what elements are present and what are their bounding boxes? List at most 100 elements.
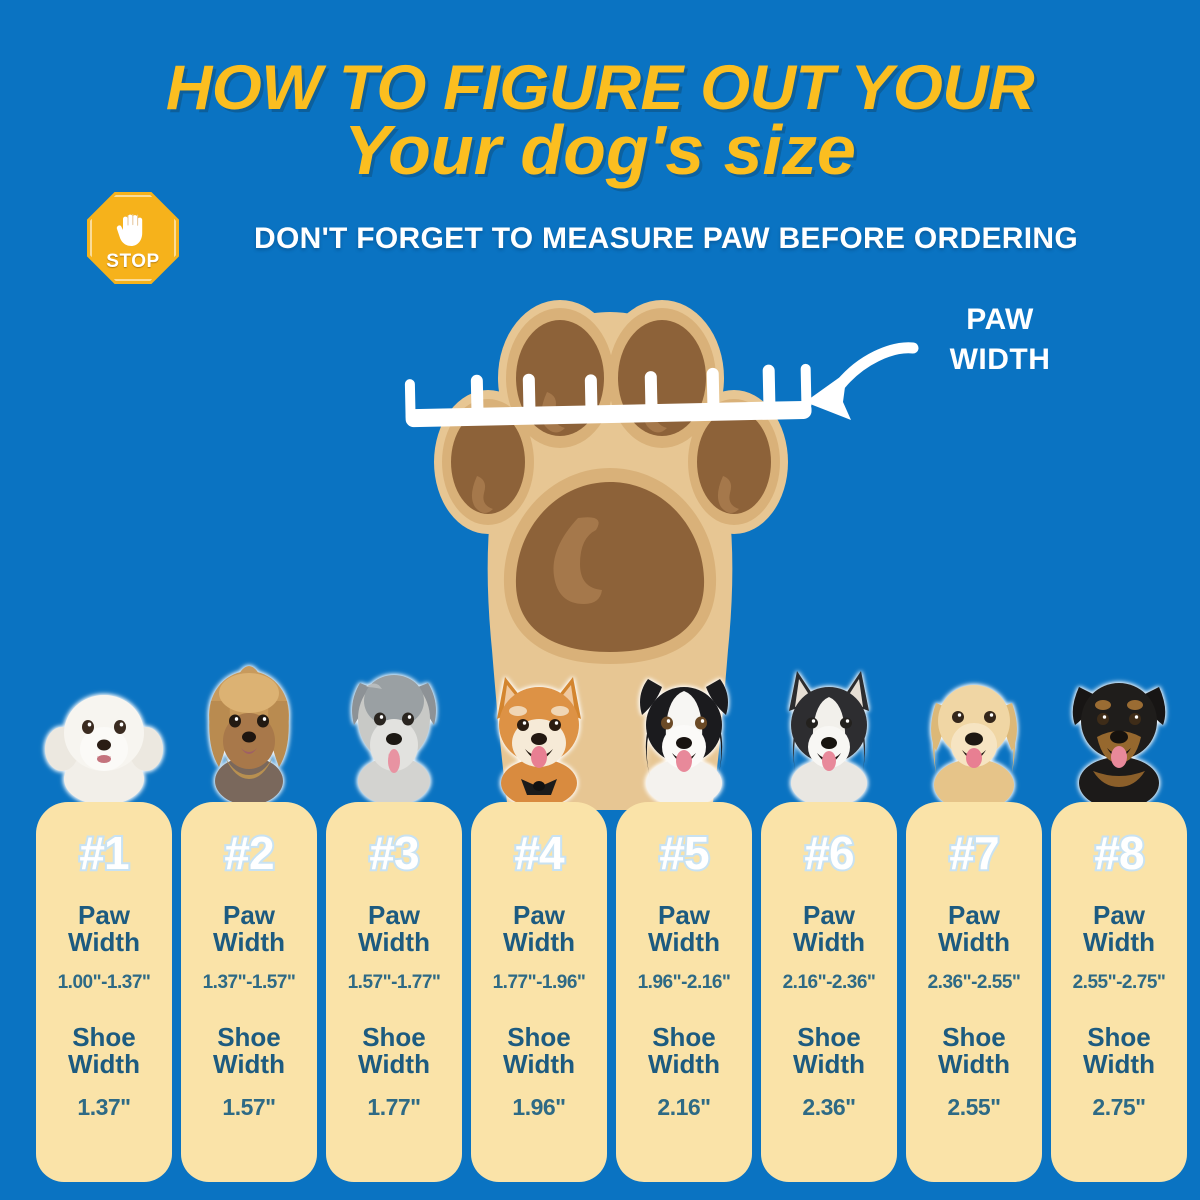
shoe-width-label-line1: Shoe xyxy=(942,1022,1006,1053)
shoe-width-label-line2: Width xyxy=(938,1049,1010,1080)
size-number: #3 xyxy=(367,827,421,879)
paw-width-label-line1: Paw xyxy=(947,900,1001,930)
size-card[interactable]: #8 Paw Width 2.55"-2.75" Shoe Width 2.75" xyxy=(1051,802,1187,1182)
size-card[interactable]: #2 Paw Width 1.37"-1.57" Shoe Width 1.57" xyxy=(181,802,317,1182)
paw-width-callout-line1: PAW xyxy=(966,303,1034,336)
shoe-width-label-line2: Width xyxy=(358,1049,430,1080)
size-card[interactable]: #1 Paw Width 1.00"-1.37" Shoe Width 1.37" xyxy=(36,802,172,1182)
stop-sign-label: STOP xyxy=(106,251,160,272)
shoe-width-label-line2: Width xyxy=(68,1049,140,1080)
shoe-width-label: Shoe Width xyxy=(326,1024,462,1078)
paw-width-label: Paw Width xyxy=(1051,900,1187,958)
dog-photo-yorkshire-terrier xyxy=(185,653,313,808)
size-number: #5 xyxy=(657,827,711,879)
paw-width-label: Paw Width xyxy=(616,900,752,958)
paw-width-label: Paw Width xyxy=(36,900,172,958)
shoe-width-label: Shoe Width xyxy=(181,1024,317,1078)
shoe-width-label-line2: Width xyxy=(648,1049,720,1080)
paw-width-label-line2: Width xyxy=(1083,927,1155,958)
paw-width-label-line1: Paw xyxy=(77,900,131,930)
paw-width-value: 1.00"-1.37" xyxy=(57,972,151,994)
paw-width-label: Paw Width xyxy=(471,900,607,958)
shoe-width-label-line1: Shoe xyxy=(1087,1022,1151,1053)
paw-width-label-line1: Paw xyxy=(367,900,421,930)
shoe-width-value: 2.55" xyxy=(947,1094,1001,1121)
shoe-width-label-line1: Shoe xyxy=(507,1022,571,1053)
paw-width-label-line1: Paw xyxy=(222,900,276,930)
shoe-width-label-line2: Width xyxy=(1083,1049,1155,1080)
shoe-width-label-line1: Shoe xyxy=(652,1022,716,1053)
page-title-line1: HOW TO FIGURE OUT YOUR xyxy=(165,53,1035,123)
size-card[interactable]: #7 Paw Width 2.36"-2.55" Shoe Width 2.55" xyxy=(906,802,1042,1182)
paw-width-label-line1: Paw xyxy=(1092,900,1146,930)
shoe-width-value: 1.57" xyxy=(222,1094,276,1121)
header: HOW TO FIGURE OUT YOUR Your dog's size S… xyxy=(0,0,1200,284)
dog-photo-rottweiler xyxy=(1055,653,1183,809)
size-card[interactable]: #3 Paw Width 1.57"-1.77" Shoe Width 1.77" xyxy=(326,802,462,1182)
shoe-width-label-line2: Width xyxy=(213,1049,285,1080)
paw-width-value: 1.57"-1.77" xyxy=(347,972,441,994)
paw-width-label-line2: Width xyxy=(793,927,865,958)
size-number: #2 xyxy=(222,827,276,879)
ruler-icon xyxy=(404,363,812,428)
shoe-width-label-line2: Width xyxy=(503,1049,575,1080)
shoe-width-label-line2: Width xyxy=(793,1049,865,1080)
paw-width-value: 1.96"-2.16" xyxy=(637,972,731,994)
dog-photo-bearded-terrier xyxy=(330,653,458,808)
paw-width-label: Paw Width xyxy=(906,900,1042,958)
paw-width-value: 2.16"-2.36" xyxy=(782,972,876,994)
paw-width-label-line1: Paw xyxy=(657,900,711,930)
shoe-width-value: 2.36" xyxy=(802,1094,856,1121)
shoe-width-label: Shoe Width xyxy=(36,1024,172,1078)
paw-width-label-line1: Paw xyxy=(802,900,856,930)
curved-arrow-icon xyxy=(805,342,919,420)
paw-width-label-line2: Width xyxy=(648,927,720,958)
page-title-line2: Your dog's size xyxy=(344,111,856,189)
shoe-width-label: Shoe Width xyxy=(616,1024,752,1078)
shoe-width-label-line1: Shoe xyxy=(217,1022,281,1053)
paw-width-value: 1.37"-1.57" xyxy=(202,972,296,994)
shoe-width-label-line1: Shoe xyxy=(797,1022,861,1053)
subtitle: DON'T FORGET TO MEASURE PAW BEFORE ORDER… xyxy=(254,222,1078,255)
paw-width-label: Paw Width xyxy=(181,900,317,958)
paw-width-label-line2: Width xyxy=(503,927,575,958)
size-card[interactable]: #4 Paw Width 1.77"-1.96" Shoe Width 1.96" xyxy=(471,802,607,1182)
dog-photo-border-collie xyxy=(620,653,748,808)
size-number: #7 xyxy=(947,827,1001,879)
dog-photo-bichon-frise xyxy=(40,653,168,808)
paw-width-label-line2: Width xyxy=(358,927,430,958)
size-number: #6 xyxy=(802,827,856,879)
paw-width-callout-line2: WIDTH xyxy=(949,342,1051,376)
shoe-width-label-line1: Shoe xyxy=(362,1022,426,1053)
shoe-width-value: 2.16" xyxy=(657,1094,711,1121)
paw-width-value: 1.77"-1.96" xyxy=(492,972,586,994)
paw-width-label-line2: Width xyxy=(213,927,285,958)
dog-photo-husky xyxy=(765,653,893,808)
size-number: #4 xyxy=(512,827,566,879)
shoe-width-label-line1: Shoe xyxy=(72,1022,136,1053)
shoe-width-value: 2.75" xyxy=(1092,1094,1146,1121)
stop-sign-icon: STOP xyxy=(87,192,179,284)
shoe-width-label: Shoe Width xyxy=(906,1024,1042,1078)
size-card[interactable]: #6 Paw Width 2.16"-2.36" Shoe Width 2.36" xyxy=(761,802,897,1182)
shoe-width-value: 1.96" xyxy=(512,1094,566,1121)
raised-hand-icon xyxy=(116,214,143,246)
paw-width-label-line1: Paw xyxy=(512,900,566,930)
size-card[interactable]: #5 Paw Width 1.96"-2.16" Shoe Width 2.16" xyxy=(616,802,752,1182)
size-number: #1 xyxy=(77,827,131,879)
paw-width-value: 2.55"-2.75" xyxy=(1072,972,1166,994)
dog-photo-shiba-inu xyxy=(475,653,603,808)
paw-width-label: Paw Width xyxy=(761,900,897,958)
paw-width-label-line2: Width xyxy=(938,927,1010,958)
paw-width-label: Paw Width xyxy=(326,900,462,958)
paw-illustration xyxy=(400,250,820,810)
paw-width-callout: PAW WIDTH xyxy=(905,300,1095,380)
paw-width-label-line2: Width xyxy=(68,927,140,958)
dog-photo-golden-retriever xyxy=(910,653,1038,811)
shoe-width-value: 1.37" xyxy=(77,1094,131,1121)
shoe-width-label: Shoe Width xyxy=(471,1024,607,1078)
paw-width-value: 2.36"-2.55" xyxy=(927,972,1021,994)
dog-paw-icon xyxy=(404,300,812,810)
shoe-width-label: Shoe Width xyxy=(761,1024,897,1078)
